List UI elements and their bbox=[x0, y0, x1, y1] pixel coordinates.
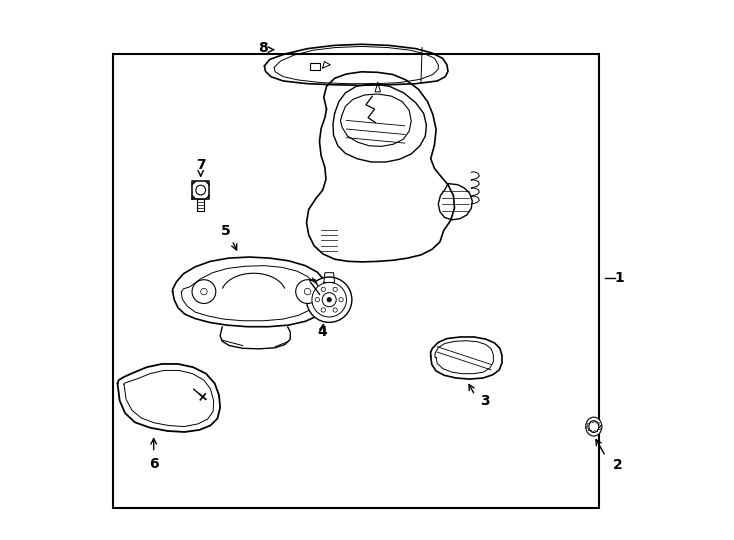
Circle shape bbox=[322, 293, 336, 307]
Text: 3: 3 bbox=[480, 394, 490, 408]
Circle shape bbox=[333, 287, 338, 292]
Circle shape bbox=[196, 185, 206, 195]
Circle shape bbox=[307, 277, 352, 322]
Circle shape bbox=[333, 308, 338, 312]
Circle shape bbox=[200, 288, 207, 295]
Text: 2: 2 bbox=[613, 458, 623, 472]
Circle shape bbox=[339, 298, 344, 302]
Circle shape bbox=[312, 282, 346, 317]
Text: 5: 5 bbox=[221, 224, 230, 238]
Circle shape bbox=[321, 287, 325, 292]
Text: 7: 7 bbox=[196, 158, 206, 172]
Ellipse shape bbox=[589, 421, 599, 433]
Circle shape bbox=[315, 298, 319, 302]
Circle shape bbox=[192, 280, 216, 303]
Text: 1: 1 bbox=[615, 271, 625, 285]
Circle shape bbox=[296, 280, 319, 303]
Text: 8: 8 bbox=[258, 40, 268, 55]
Bar bbox=[113, 54, 599, 508]
Ellipse shape bbox=[586, 417, 602, 436]
Circle shape bbox=[327, 298, 331, 302]
Circle shape bbox=[305, 288, 310, 295]
Circle shape bbox=[321, 308, 325, 312]
Text: 6: 6 bbox=[149, 457, 159, 471]
Text: 4: 4 bbox=[318, 325, 327, 339]
Bar bbox=[310, 63, 320, 70]
